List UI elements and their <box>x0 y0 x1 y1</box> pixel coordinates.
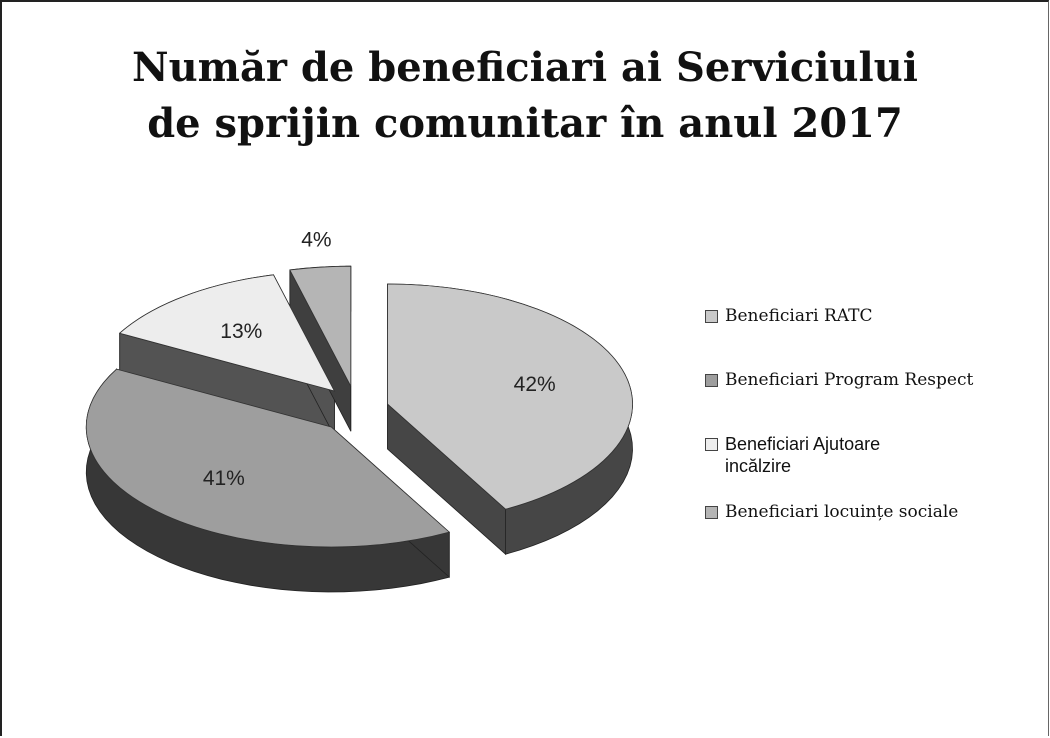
chart-title: Număr de beneficiari ai Serviciului de s… <box>132 44 918 147</box>
legend-item: Beneficiari locuințe sociale <box>705 501 1045 523</box>
legend-label: Beneficiari Program Respect <box>725 370 974 390</box>
data-label: 4% <box>301 228 331 251</box>
legend-label: Beneficiari locuințe sociale <box>725 502 959 522</box>
legend-item: Beneficiari Ajutoare incălzire <box>705 433 935 477</box>
legend-swatch <box>705 310 718 323</box>
legend-label: Beneficiari RATC <box>725 306 873 326</box>
legend-swatch <box>705 374 718 387</box>
slice <box>387 283 633 510</box>
slice <box>118 274 336 392</box>
legend-item: Beneficiari Program Respect <box>705 369 1045 391</box>
legend: Beneficiari RATC Beneficiari Program Resp… <box>705 305 1045 565</box>
data-label: 13% <box>220 320 262 343</box>
data-label: 42% <box>514 373 556 396</box>
slice <box>85 368 451 548</box>
legend-swatch <box>705 438 718 451</box>
legend-item: Beneficiari RATC <box>705 305 1045 327</box>
legend-swatch <box>705 506 718 519</box>
slice <box>289 265 352 387</box>
data-label: 41% <box>203 467 245 490</box>
legend-label: Beneficiari Ajutoare incălzire <box>725 434 881 476</box>
